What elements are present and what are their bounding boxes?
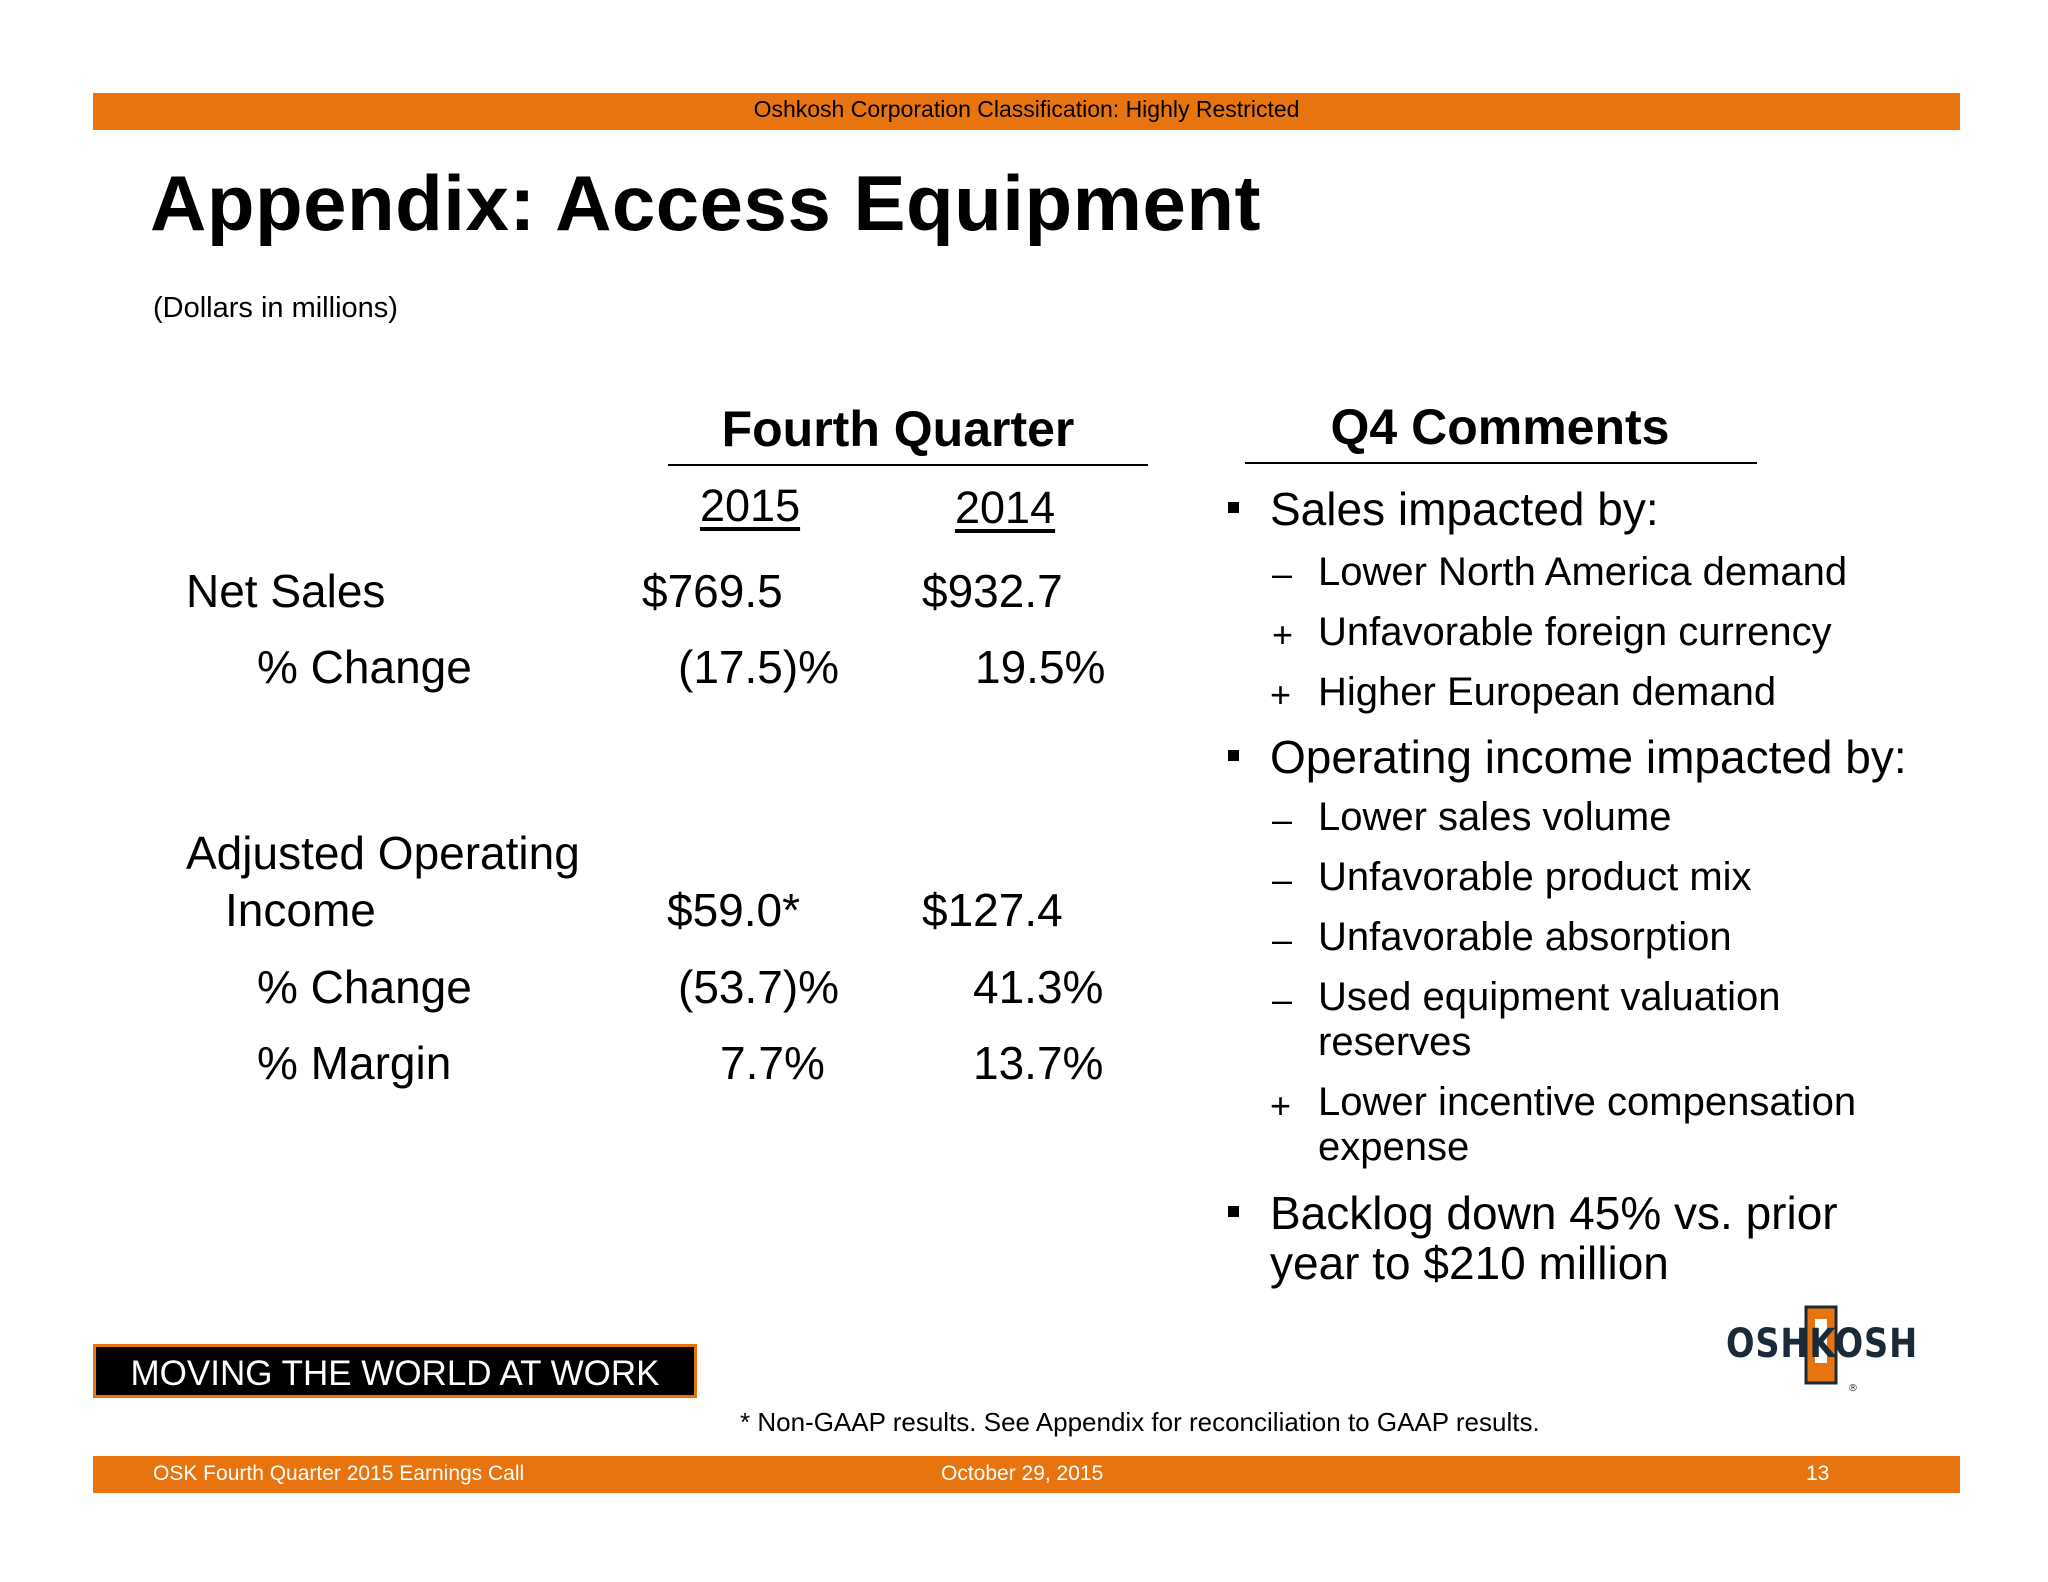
footer-event: OSK Fourth Quarter 2015 Earnings Call bbox=[153, 1462, 525, 1485]
comment-item-continuation: reserves bbox=[1318, 1020, 1472, 1064]
row-label-sales-change: % Change bbox=[257, 641, 472, 693]
comment-item: Lower sales volume bbox=[1318, 795, 1672, 839]
comment-backlog-line2: year to $210 million bbox=[1270, 1237, 1669, 1289]
row-label-adj-op-income-line2: Income bbox=[225, 884, 376, 936]
page-number: 13 bbox=[1806, 1462, 1830, 1485]
table-heading: Fourth Quarter bbox=[721, 401, 1075, 457]
table-heading-rule bbox=[668, 464, 1148, 466]
dash-marker: – bbox=[1272, 799, 1293, 840]
adj-op-income-2015: $59.0* bbox=[667, 884, 801, 936]
classification-label: Oshkosh Corporation Classification: High… bbox=[753, 96, 1300, 122]
year-2014-header: 2014 bbox=[955, 482, 1056, 533]
units-note: (Dollars in millions) bbox=[153, 292, 398, 324]
registered-mark: ® bbox=[1848, 1383, 1858, 1394]
plus-marker: + bbox=[1272, 614, 1294, 655]
bullet-square-icon bbox=[1228, 750, 1239, 761]
net-sales-2015: $769.5 bbox=[642, 565, 783, 617]
comment-sales: Sales impacted by: bbox=[1270, 483, 1659, 535]
comment-item: Used equipment valuation bbox=[1318, 975, 1781, 1019]
oshkosh-logo: OSHKOSH ® bbox=[1724, 1305, 1920, 1397]
dash-marker: – bbox=[1272, 979, 1293, 1020]
plus-marker: + bbox=[1270, 1085, 1292, 1126]
sales-change-2015: (17.5)% bbox=[678, 641, 840, 693]
comment-item: Unfavorable product mix bbox=[1318, 855, 1752, 899]
adj-op-income-2014: $127.4 bbox=[922, 884, 1063, 936]
row-label-net-sales: Net Sales bbox=[186, 565, 386, 617]
comment-operating-income: Operating income impacted by: bbox=[1270, 731, 1907, 783]
comment-item: Lower North America demand bbox=[1318, 550, 1848, 594]
row-label-adj-op-income-line1: Adjusted Operating bbox=[186, 827, 580, 879]
slide-title: Appendix: Access Equipment bbox=[150, 159, 1261, 247]
row-label-income-change: % Change bbox=[257, 961, 472, 1013]
comment-backlog-line1: Backlog down 45% vs. prior bbox=[1270, 1187, 1838, 1239]
sales-change-2014: 19.5% bbox=[975, 641, 1106, 693]
classification-bar: Oshkosh Corporation Classification: High… bbox=[93, 93, 1960, 130]
net-sales-2014: $932.7 bbox=[922, 565, 1063, 617]
dash-marker: – bbox=[1272, 919, 1293, 960]
margin-2015: 7.7% bbox=[720, 1037, 825, 1089]
footer-bar: OSK Fourth Quarter 2015 Earnings Call Oc… bbox=[93, 1456, 1960, 1493]
comment-item: Lower incentive compensation bbox=[1318, 1080, 1857, 1124]
income-change-2015: (53.7)% bbox=[678, 961, 840, 1013]
non-gaap-footnote: * Non-GAAP results. See Appendix for rec… bbox=[740, 1407, 1540, 1437]
comment-item-continuation: expense bbox=[1318, 1125, 1470, 1169]
dash-marker: – bbox=[1272, 859, 1293, 900]
comments-heading: Q4 Comments bbox=[1330, 399, 1670, 455]
comment-item: Unfavorable foreign currency bbox=[1318, 610, 1832, 654]
comment-item: Higher European demand bbox=[1318, 670, 1777, 714]
bullet-square-icon bbox=[1228, 502, 1239, 513]
dash-marker: – bbox=[1272, 553, 1293, 594]
logo-wordmark: OSHKOSH bbox=[1726, 1321, 1918, 1367]
oshkosh-logo-icon: OSHKOSH ® bbox=[1726, 1305, 1918, 1394]
tagline-text: MOVING THE WORLD AT WORK bbox=[130, 1354, 660, 1393]
income-change-2014: 41.3% bbox=[973, 961, 1104, 1013]
comments-heading-rule bbox=[1245, 462, 1757, 464]
comment-item: Unfavorable absorption bbox=[1318, 915, 1732, 959]
tagline-box: MOVING THE WORLD AT WORK bbox=[93, 1344, 697, 1398]
margin-2014: 13.7% bbox=[973, 1037, 1104, 1089]
footer-date: October 29, 2015 bbox=[941, 1462, 1104, 1485]
bullet-square-icon bbox=[1228, 1206, 1239, 1217]
row-label-margin: % Margin bbox=[257, 1037, 452, 1089]
plus-marker: + bbox=[1270, 674, 1292, 715]
year-2015-header: 2015 bbox=[700, 480, 801, 531]
